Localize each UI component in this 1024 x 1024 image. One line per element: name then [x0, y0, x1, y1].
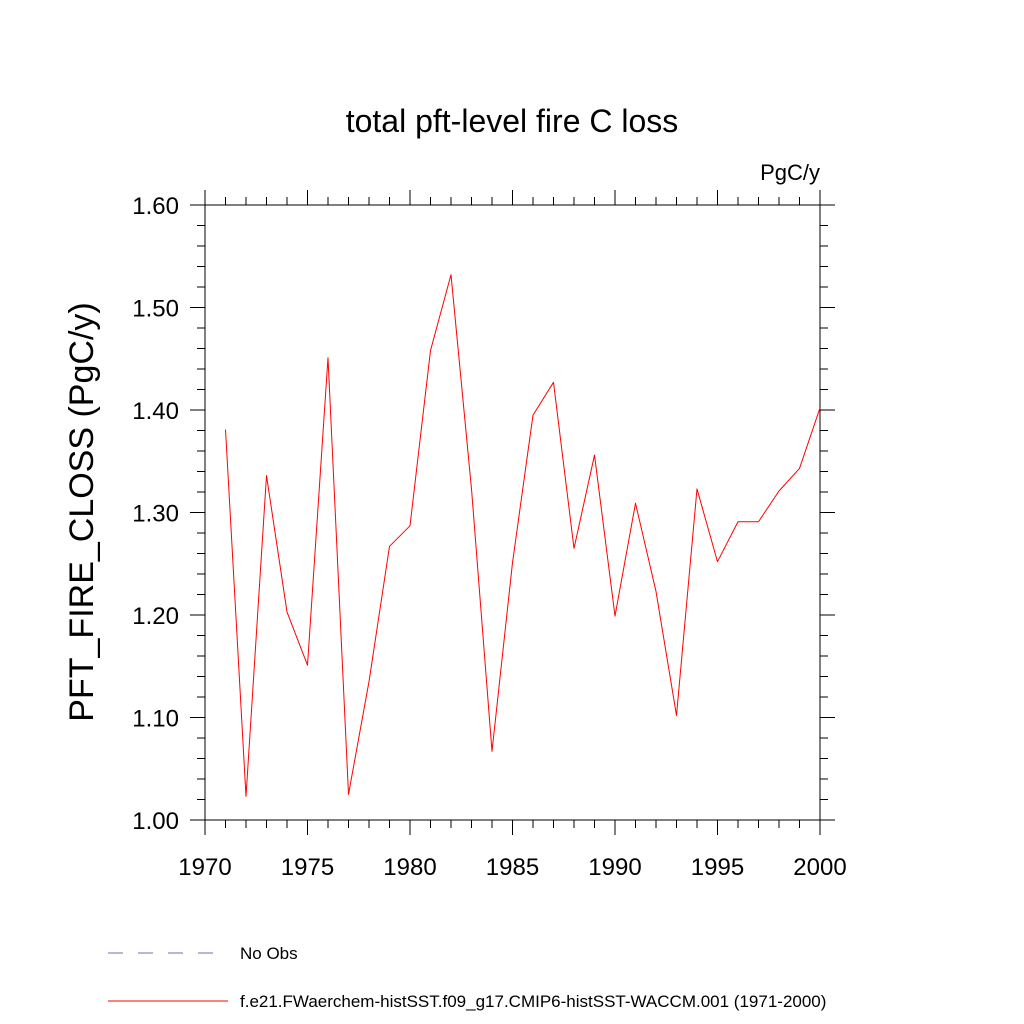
y-tick-label: 1.10	[132, 706, 179, 733]
x-tick-label: 1985	[486, 854, 539, 881]
x-tick-label: 1980	[383, 854, 436, 881]
y-axis-label: PFT_FIRE_CLOSS (PgC/y)	[63, 302, 101, 721]
y-tick-label: 1.60	[132, 193, 179, 220]
chart-title: total pft-level fire C loss	[346, 103, 679, 139]
y-tick-label: 1.20	[132, 603, 179, 630]
y-tick-label: 1.50	[132, 296, 179, 323]
y-tick-label: 1.40	[132, 398, 179, 425]
legend-label: No Obs	[240, 944, 298, 963]
y-axis-ticks	[190, 204, 835, 821]
y-tick-label: 1.00	[132, 808, 179, 835]
x-axis-ticks	[204, 190, 821, 835]
x-tick-label: 1970	[178, 854, 231, 881]
y-axis-tick-labels: 1.00 1.10 1.20 1.30 1.40 1.50 1.60	[132, 193, 179, 835]
x-axis-tick-labels: 1970 1975 1980 1985 1990 1995 2000	[178, 854, 846, 881]
x-tick-label: 1975	[281, 854, 334, 881]
plot-frame	[204, 204, 821, 821]
x-tick-label: 2000	[793, 854, 846, 881]
series-line	[225, 274, 821, 797]
series-group	[225, 274, 821, 797]
legend-label: f.e21.FWaerchem-histSST.f09_g17.CMIP6-hi…	[240, 992, 826, 1011]
y-tick-label: 1.30	[132, 501, 179, 528]
units-label: PgC/y	[760, 160, 820, 185]
x-tick-label: 1990	[588, 854, 641, 881]
legend: No Obs f.e21.FWaerchem-histSST.f09_g17.CM…	[108, 944, 826, 1011]
x-tick-label: 1995	[691, 854, 744, 881]
